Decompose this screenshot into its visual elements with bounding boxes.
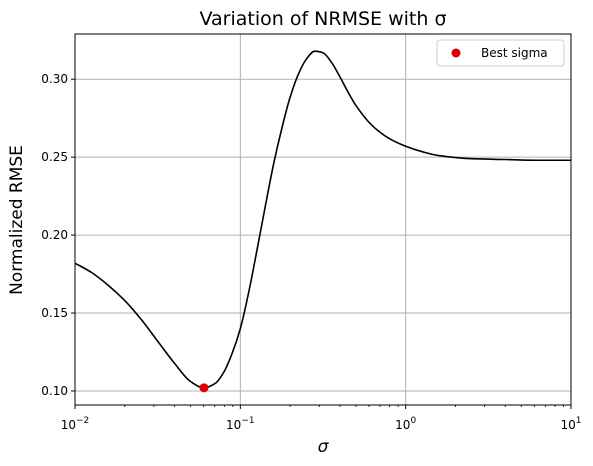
- x-tick-label: 10−1: [226, 416, 255, 432]
- legend-label-best-sigma: Best sigma: [481, 46, 548, 60]
- tick-labels: 10−2 10−1 100 101 0.10 0.15 0.20 0.25 0.30: [41, 72, 581, 432]
- plot-frame: [74, 33, 572, 406]
- best-sigma-point: [199, 383, 209, 393]
- x-tick-label: 101: [560, 416, 581, 432]
- y-axis-label: Normalized RMSE: [7, 145, 27, 295]
- x-tick-label: 10−2: [61, 416, 90, 432]
- series-layer: [74, 50, 571, 393]
- x-tick-label: 100: [395, 416, 416, 432]
- y-tick-label: 0.15: [41, 306, 68, 320]
- ticks: [71, 78, 572, 409]
- grid: [74, 34, 572, 405]
- nrmse-line: [74, 50, 571, 389]
- x-axis-label: σ: [318, 437, 330, 457]
- legend-marker-best-sigma: [451, 48, 461, 58]
- legend-box: [436, 39, 565, 67]
- chart-title: Variation of NRMSE with σ: [200, 8, 447, 30]
- legend: Best sigma: [436, 39, 565, 67]
- y-tick-label: 0.10: [41, 384, 68, 398]
- y-tick-label: 0.20: [41, 228, 68, 242]
- y-tick-label: 0.25: [41, 150, 68, 164]
- y-tick-label: 0.30: [41, 72, 68, 86]
